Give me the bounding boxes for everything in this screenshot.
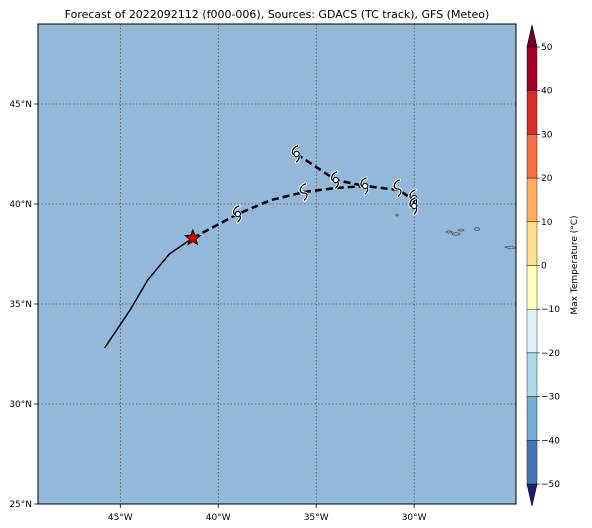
map-panel — [37, 23, 517, 505]
colorbar-tick-label: 50 — [541, 43, 553, 53]
colorbar-tick-label: −10 — [541, 305, 560, 315]
colorbar-label: Max Temperature (°C) — [570, 215, 580, 314]
colorbar-tick-label: 0 — [541, 262, 547, 272]
colorbar-segment — [526, 352, 538, 397]
colorbar-tick-label: −40 — [541, 436, 560, 446]
colorbar-segment — [526, 177, 538, 223]
island — [451, 232, 461, 236]
cyclone-symbol-icon — [392, 178, 403, 198]
colorbar-segment — [526, 46, 538, 91]
colorbar-tick-label: 20 — [541, 174, 553, 184]
island — [457, 228, 465, 232]
colorbar-under-arrow — [526, 483, 538, 507]
colorbar-tick-label: 30 — [541, 130, 553, 140]
colorbar-segment — [526, 309, 538, 354]
cyclone-symbol-icon — [290, 144, 301, 164]
colorbar-segment — [526, 90, 538, 135]
colorbar-over-arrow — [526, 24, 538, 48]
colorbar: 50 40 30 20 10 0 −10 −20 −30 −40 −50 — [526, 24, 560, 507]
colorbar-segment — [526, 134, 538, 179]
cyclone-symbol-icon — [298, 182, 309, 202]
cyclone-symbol-icon — [359, 176, 370, 196]
cyclone-symbol-icon — [232, 204, 242, 224]
colorbar-segment — [526, 440, 538, 485]
colorbar-tick-label: 40 — [541, 87, 553, 97]
map-title: Forecast of 2022092112 (f000-006), Sourc… — [65, 8, 490, 21]
lat-tick-label: 40°N — [9, 200, 32, 210]
map-frame — [37, 23, 517, 505]
cyclone-symbol-icon — [330, 170, 340, 190]
markers-layer — [183, 144, 419, 246]
longitude-axis: 45°W 40°W 35°W 30°W — [108, 504, 427, 523]
ocean-background — [38, 24, 516, 504]
colorbar-tick-label: −20 — [541, 349, 560, 359]
island — [395, 213, 399, 217]
colorbar-tick-label: 10 — [541, 218, 553, 228]
colorbar-segment — [526, 265, 538, 310]
colorbar-tick-label: −30 — [541, 393, 560, 403]
current-position-star-icon — [183, 228, 202, 246]
colorbar-segment — [526, 221, 538, 266]
lat-tick-label: 35°N — [9, 300, 32, 310]
past-track-line — [103, 237, 194, 349]
lat-tick-label: 45°N — [9, 100, 32, 110]
lon-tick-label: 45°W — [108, 513, 133, 523]
lat-tick-label: 30°N — [9, 400, 32, 410]
island — [474, 227, 480, 231]
latitude-axis: 25°N 30°N 35°N 40°N 45°N — [9, 100, 38, 510]
lon-tick-label: 35°W — [304, 513, 329, 523]
island — [445, 230, 453, 234]
lon-tick-label: 30°W — [402, 513, 427, 523]
lat-tick-label: 25°N — [9, 500, 32, 510]
colorbar-segment — [526, 396, 538, 441]
lon-tick-label: 40°W — [206, 513, 231, 523]
cyclone-symbol-icon — [408, 196, 419, 216]
colorbar-tick-label: −50 — [541, 480, 560, 490]
